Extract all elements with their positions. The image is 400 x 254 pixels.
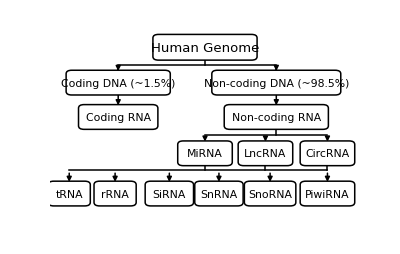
FancyBboxPatch shape: [178, 141, 232, 166]
Text: SiRNA: SiRNA: [153, 189, 186, 199]
FancyBboxPatch shape: [78, 105, 158, 130]
FancyBboxPatch shape: [145, 181, 194, 206]
Text: rRNA: rRNA: [101, 189, 129, 199]
FancyBboxPatch shape: [212, 71, 341, 96]
Text: Coding DNA (~1.5%): Coding DNA (~1.5%): [61, 78, 175, 88]
Text: Coding RNA: Coding RNA: [86, 113, 151, 122]
Text: MiRNA: MiRNA: [187, 149, 223, 159]
FancyBboxPatch shape: [224, 105, 328, 130]
Text: CircRNA: CircRNA: [305, 149, 350, 159]
FancyBboxPatch shape: [300, 141, 355, 166]
FancyBboxPatch shape: [94, 181, 136, 206]
Text: SnRNA: SnRNA: [200, 189, 238, 199]
Text: SnoRNA: SnoRNA: [248, 189, 292, 199]
FancyBboxPatch shape: [48, 181, 90, 206]
FancyBboxPatch shape: [300, 181, 355, 206]
Text: Non-coding DNA (~98.5%): Non-coding DNA (~98.5%): [204, 78, 349, 88]
Text: Human Genome: Human Genome: [151, 42, 259, 55]
FancyBboxPatch shape: [195, 181, 243, 206]
FancyBboxPatch shape: [238, 141, 293, 166]
Text: LncRNA: LncRNA: [244, 149, 287, 159]
FancyBboxPatch shape: [66, 71, 170, 96]
Text: PiwiRNA: PiwiRNA: [305, 189, 350, 199]
FancyBboxPatch shape: [153, 35, 257, 61]
Text: Non-coding RNA: Non-coding RNA: [232, 113, 321, 122]
Text: tRNA: tRNA: [56, 189, 83, 199]
FancyBboxPatch shape: [244, 181, 296, 206]
